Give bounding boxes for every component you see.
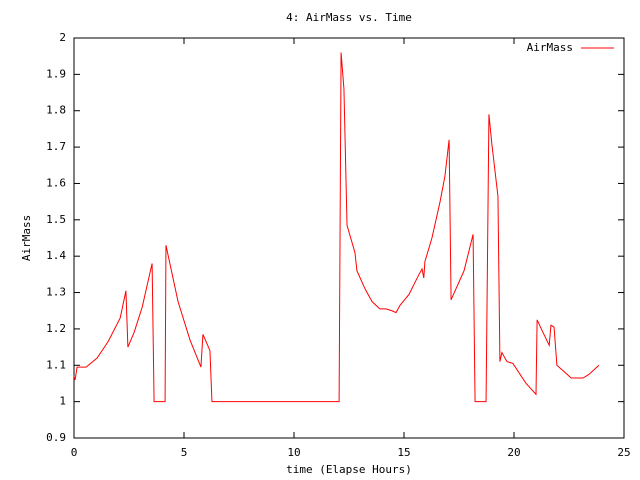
chart-title: 4: AirMass vs. Time (286, 11, 412, 24)
y-tick-label: 1.1 (46, 358, 66, 371)
y-tick-label: 2 (59, 31, 66, 44)
x-tick-label: 25 (617, 446, 630, 459)
y-tick-label: 1 (59, 395, 66, 408)
legend-label: AirMass (527, 41, 573, 54)
x-axis-label: time (Elapse Hours) (286, 463, 412, 476)
y-tick-label: 1.8 (46, 104, 66, 117)
plot-border (73, 37, 625, 439)
y-tick-label: 1.2 (46, 322, 66, 335)
x-tick-label: 15 (397, 446, 410, 459)
y-tick-label: 1.9 (46, 67, 66, 80)
y-tick-label: 1.4 (46, 249, 66, 262)
y-tick-label: 0.9 (46, 431, 66, 444)
x-tick-label: 5 (181, 446, 188, 459)
data-line (73, 52, 600, 403)
x-tick-label: 0 (71, 446, 78, 459)
x-tick-label: 20 (507, 446, 520, 459)
x-tick-label: 10 (287, 446, 300, 459)
y-tick-label: 1.3 (46, 286, 66, 299)
y-axis-label: AirMass (20, 215, 33, 261)
y-tick-label: 1.5 (46, 213, 66, 226)
y-tick-label: 1.7 (46, 140, 66, 153)
y-tick-label: 1.6 (46, 176, 66, 189)
